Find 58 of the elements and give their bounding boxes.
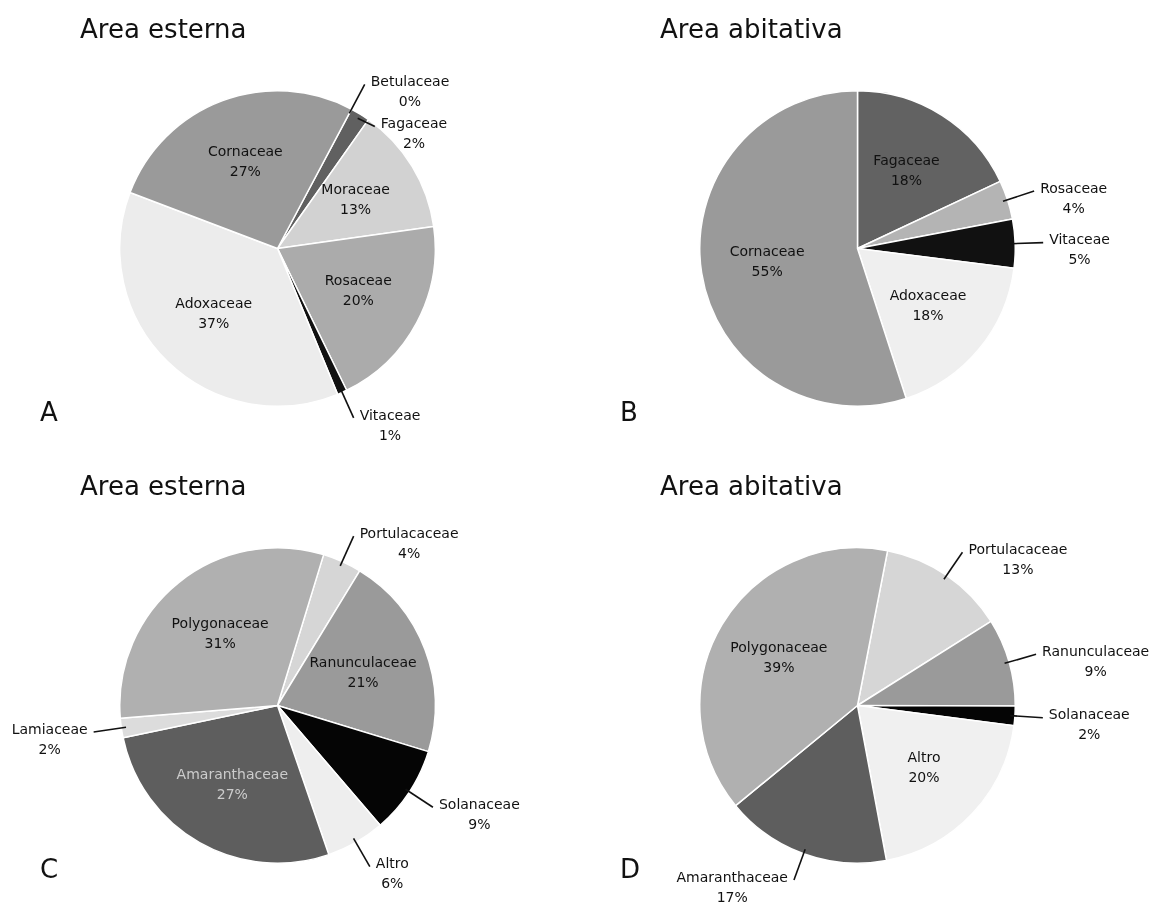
data-label: 27% bbox=[229, 163, 261, 180]
data-label: 55% bbox=[751, 263, 783, 280]
slice-label: Solanaceae bbox=[438, 795, 520, 812]
slice-label: Rosaceae bbox=[1040, 179, 1108, 196]
data-label: 27% bbox=[216, 785, 248, 802]
chart-title: Area abitativa bbox=[660, 14, 843, 44]
data-label: 6% bbox=[381, 875, 404, 892]
slice-label: Portulacaceae bbox=[968, 540, 1068, 557]
data-label: 4% bbox=[397, 544, 421, 561]
slice-label: Fagaceae bbox=[380, 115, 448, 132]
text: D bbox=[620, 854, 641, 884]
text: C bbox=[40, 854, 59, 884]
data-label: 5% bbox=[1068, 251, 1091, 268]
slice-label: Lamiaceae bbox=[11, 720, 88, 737]
data-label: 9% bbox=[468, 815, 491, 832]
data-label: 2% bbox=[38, 740, 61, 757]
chart-title: Area abitativa bbox=[660, 471, 843, 501]
slice-label: Adoxaceae bbox=[175, 294, 253, 311]
data-label: 4% bbox=[1062, 199, 1085, 216]
data-label: 21% bbox=[347, 673, 379, 690]
slice-label: Altro bbox=[907, 749, 941, 766]
slice-label: Moraceae bbox=[321, 181, 390, 198]
slice-label: Polygonaceae bbox=[171, 614, 269, 631]
text: B bbox=[620, 397, 638, 427]
text: 0% bbox=[398, 93, 422, 110]
data-label: 13% bbox=[1002, 560, 1034, 577]
data-label: 1% bbox=[378, 426, 402, 443]
slice-label: Vitaceae bbox=[1049, 231, 1110, 248]
data-label: 2% bbox=[1078, 726, 1101, 743]
text: A bbox=[40, 397, 58, 427]
data-label: 20% bbox=[342, 292, 374, 309]
data-label: 39% bbox=[763, 659, 795, 676]
data-label: 18% bbox=[890, 171, 923, 188]
data-label: 18% bbox=[912, 307, 944, 324]
slice-label: Polygonaceae bbox=[730, 639, 828, 656]
slice-label: Ranunculaceae bbox=[1042, 642, 1150, 659]
data-label: 37% bbox=[198, 314, 230, 331]
slice-label: Portulacaceae bbox=[359, 524, 459, 541]
slice-label: Vitaceae bbox=[359, 406, 421, 423]
chart-title: Area esterna bbox=[80, 14, 247, 44]
slice-label: Rosaceae bbox=[324, 272, 392, 289]
data-label: 9% bbox=[1084, 662, 1107, 679]
slice-label: Cornaceae bbox=[207, 143, 283, 160]
slice-label: Cornaceae bbox=[729, 243, 805, 260]
slice-label: Amaranthaceae bbox=[176, 765, 289, 782]
slice-label: Adoxaceae bbox=[889, 287, 967, 304]
slice-label: Solanaceae bbox=[1048, 706, 1130, 723]
data-label: 31% bbox=[204, 634, 236, 651]
slice-label: Ranunculaceae bbox=[309, 653, 417, 670]
chart-title: Area esterna bbox=[80, 471, 247, 501]
category-label: Betulaceae bbox=[370, 73, 450, 90]
slice-label: Amaranthaceae bbox=[676, 868, 788, 885]
data-label: 13% bbox=[340, 201, 372, 218]
slice-label: Altro bbox=[375, 855, 409, 872]
data-label: 17% bbox=[716, 888, 748, 905]
data-label: 20% bbox=[908, 769, 940, 786]
slice-label: Fagaceae bbox=[873, 151, 940, 168]
data-label: 2% bbox=[402, 135, 426, 152]
